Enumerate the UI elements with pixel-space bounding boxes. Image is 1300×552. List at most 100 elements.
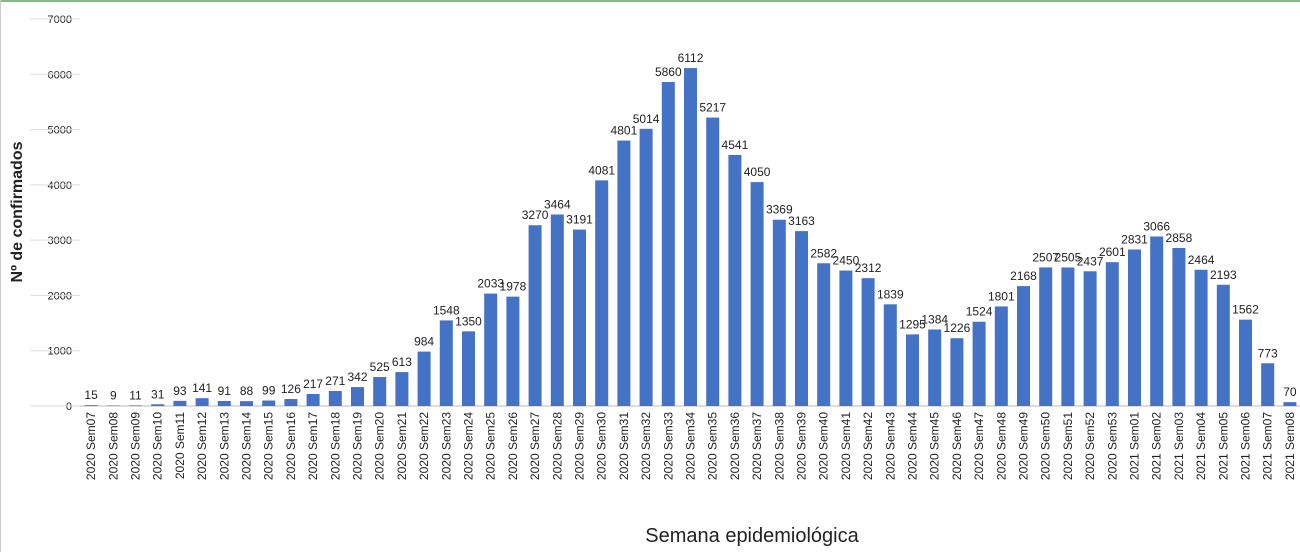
data-label: 93 (173, 384, 187, 398)
y-tick-label: 1000 (48, 346, 72, 358)
y-tick-label: 5000 (48, 125, 72, 137)
data-label: 525 (370, 360, 390, 374)
bar (906, 334, 919, 406)
data-label: 3066 (1143, 219, 1170, 233)
data-label: 2168 (1010, 269, 1037, 283)
data-label: 15 (84, 388, 98, 402)
x-tick-label: 2020 Sem10 (151, 412, 165, 480)
bar (129, 405, 142, 406)
bar (240, 401, 253, 406)
bar (883, 304, 897, 406)
x-tick-label: 2020 Sem50 (1039, 412, 1053, 480)
bar (1017, 286, 1030, 406)
data-label: 1978 (500, 280, 527, 294)
data-label: 2858 (1166, 231, 1193, 245)
x-tick-label: 2020 Sem45 (928, 412, 942, 480)
bar (706, 117, 720, 406)
x-tick-label: 2020 Sem12 (195, 412, 209, 480)
bar (950, 338, 964, 406)
bar (1261, 363, 1275, 406)
x-tick-label: 2020 Sem43 (883, 412, 897, 480)
bar (528, 225, 542, 406)
data-label: 217 (303, 377, 323, 391)
x-tick-label: 2020 Sem40 (817, 412, 831, 480)
x-tick-label: 2020 Sem53 (1105, 412, 1119, 480)
x-tick-label: 2021 Sem01 (1128, 412, 1142, 480)
data-label: 4050 (744, 165, 771, 179)
data-label: 5860 (655, 65, 682, 79)
x-tick-label: 2021 Sem06 (1239, 412, 1253, 480)
bar (573, 229, 586, 406)
x-tick-label: 2020 Sem08 (106, 412, 120, 480)
data-label: 70 (1283, 385, 1297, 399)
bar (439, 320, 453, 406)
x-tick-label: 2020 Sem20 (373, 412, 387, 480)
x-tick-label: 2020 Sem41 (839, 412, 853, 480)
bar (506, 296, 520, 406)
x-tick-label: 2020 Sem14 (240, 412, 254, 480)
x-tick-label: 2020 Sem51 (1061, 412, 1075, 480)
data-label: 91 (218, 384, 232, 398)
data-label: 1839 (877, 287, 904, 301)
data-label: 1524 (966, 305, 993, 319)
data-label: 2505 (1055, 251, 1082, 265)
data-label: 2312 (855, 261, 882, 275)
bar (1150, 236, 1164, 406)
x-tick-label: 2020 Sem48 (994, 412, 1008, 480)
bar (861, 278, 875, 406)
x-axis-label: Semana epidemiológica (645, 525, 859, 547)
x-tick-label: 2020 Sem49 (1017, 412, 1031, 480)
x-tick-label: 2020 Sem23 (439, 412, 453, 480)
x-tick-label: 2020 Sem47 (972, 412, 986, 480)
data-label: 1350 (455, 314, 482, 328)
data-label: 88 (240, 384, 254, 398)
x-tick-label: 2020 Sem21 (395, 412, 409, 480)
bar (151, 404, 165, 406)
bar (972, 321, 986, 406)
bar (684, 68, 697, 406)
x-tick-label: 2020 Sem32 (639, 412, 653, 480)
data-label: 3270 (522, 208, 549, 222)
bar (462, 331, 475, 406)
x-tick-label: 2021 Sem08 (1283, 412, 1297, 480)
data-label: 3163 (788, 214, 815, 228)
x-tick-label: 2020 Sem24 (462, 412, 476, 480)
data-label: 1295 (899, 317, 926, 331)
bar (1061, 267, 1075, 406)
x-tick-label: 2020 Sem17 (306, 412, 320, 480)
data-label: 773 (1258, 346, 1278, 360)
data-label: 1548 (433, 303, 460, 317)
bar (1039, 267, 1053, 406)
bar (795, 231, 808, 406)
bar (484, 293, 498, 406)
bar (750, 182, 764, 406)
data-label: 613 (392, 355, 412, 369)
x-tick-label: 2020 Sem25 (484, 412, 498, 480)
data-label: 2033 (477, 277, 504, 291)
data-label: 6112 (678, 51, 704, 65)
bar (351, 387, 364, 406)
data-label: 5217 (699, 101, 726, 115)
data-label: 3191 (566, 213, 593, 227)
x-tick-label: 2020 Sem07 (84, 412, 98, 480)
x-tick-label: 2020 Sem19 (351, 412, 365, 480)
data-label: 1801 (988, 289, 1015, 303)
data-label: 4081 (588, 163, 615, 177)
data-label: 126 (281, 382, 301, 396)
x-tick-label: 2020 Sem18 (328, 412, 342, 480)
data-label: 1562 (1232, 303, 1259, 317)
bar (84, 405, 98, 406)
x-tick-label: 2020 Sem26 (506, 412, 520, 480)
bar (1105, 262, 1119, 406)
x-tick-label: 2020 Sem35 (706, 412, 720, 480)
bar (1172, 247, 1186, 406)
x-tick-label: 2021 Sem05 (1216, 412, 1230, 480)
x-tick-label: 2021 Sem03 (1172, 412, 1186, 480)
data-label: 4801 (611, 124, 638, 138)
x-tick-label: 2020 Sem15 (262, 412, 276, 480)
x-tick-label: 2020 Sem37 (750, 412, 764, 480)
x-tick-label: 2021 Sem02 (1150, 412, 1164, 480)
bar (817, 263, 831, 406)
bar (262, 400, 276, 406)
data-label: 2450 (833, 254, 860, 268)
